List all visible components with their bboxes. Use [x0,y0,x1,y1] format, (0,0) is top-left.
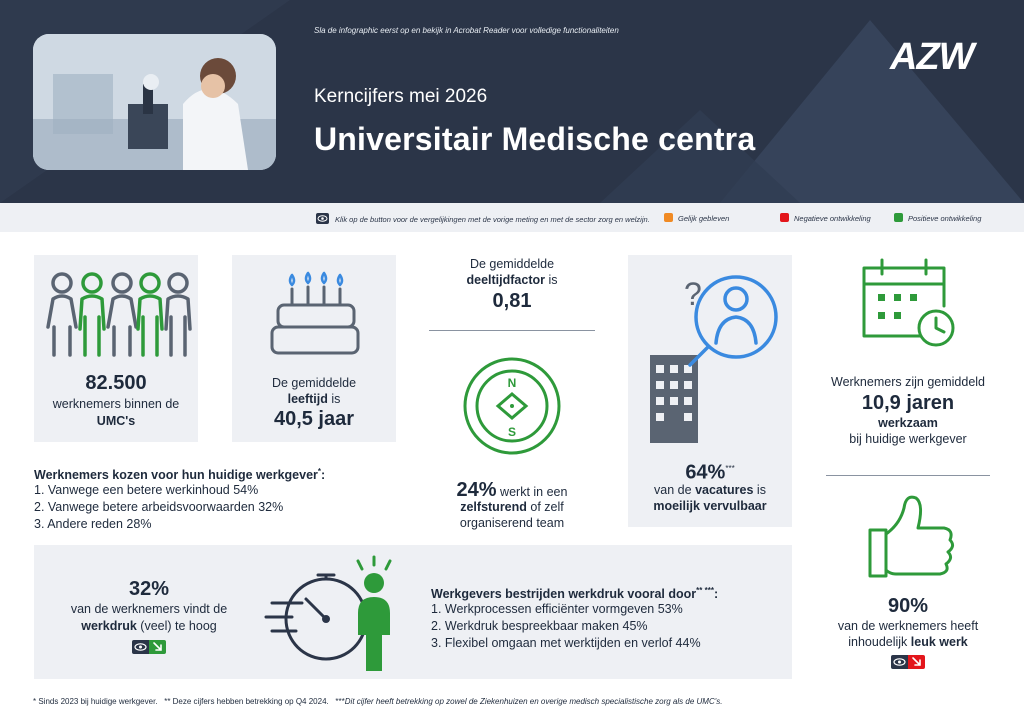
page-subtitle: Kerncijfers mei 2026 [314,86,488,107]
azw-logo: AZW [890,36,975,78]
employees-value: 82.500 [85,372,147,394]
fun-label: van de werknemers heeft [837,619,979,633]
measures-heading: Werkgevers bestrijden werkdruk vooral do… [431,586,719,602]
age-label-2: leeftijd is [287,392,341,406]
workload-label-2: werkdruk (veel) te hoog [81,619,217,633]
fun-label-2: inhoudelijk leuk werk [848,635,968,649]
selfsteering-text: 24% werkt in een [456,479,568,501]
age-label: De gemiddelde [271,376,357,390]
eye-icon [134,643,147,651]
tenure-value: 10,9 jaren [861,392,955,414]
birthday-cake-icon [270,271,360,355]
red-square-icon [780,213,789,222]
tenure-label: Werknemers zijn gemiddeld [831,375,985,389]
tenure-label-3: bij huidige werkgever [849,432,967,446]
parttime-label: De gemiddelde [469,257,555,271]
arrow-down-right-icon [912,657,921,666]
vacancies-label-2: moeilijk vervulbaar [653,499,767,513]
selfsteering-text-2: zelfsturend of zelf [460,500,564,514]
people-icon [46,272,192,357]
footnotes: * Sinds 2023 bij huidige werkgever. ** D… [33,697,723,706]
legend-button-hint: Klik op de button voor de vergelijkingen… [316,213,650,224]
page-title: Universitair Medische centra [314,121,756,157]
eye-icon [316,213,329,224]
thumbs-up-icon [868,495,955,578]
choice-item-3: 3. Andere reden 28% [34,517,152,531]
parttime-value: 0,81 [492,290,532,312]
legend-bar: Klik op de button voor de vergelijkingen… [0,203,1024,232]
compass-icon: N S [463,357,561,455]
workload-value: 32% [128,578,170,600]
legend-positive: Positieve ontwikkeling [894,213,981,223]
workload-panel: 32% van de werknemers vindt de werkdruk … [34,545,792,679]
green-square-icon [894,213,903,222]
tenure-label-2: werkzaam [878,416,938,430]
arrow-down-right-icon [153,642,162,651]
selfsteering-text-3: organiserend team [459,516,565,530]
age-value: 40,5 jaar [273,408,355,430]
fun-compare-button[interactable] [891,655,925,669]
employees-label-2: UMC's [96,414,136,428]
calendar-clock-icon [862,258,955,347]
age-panel: De gemiddelde leeftijd is 40,5 jaar [232,255,396,442]
eye-icon [893,658,906,666]
vacancy-search-icon: ? [650,275,778,443]
workload-compare-button[interactable] [132,640,166,654]
workload-label: van de werknemers vindt de [70,602,228,616]
legend-equal: Gelijk gebleven [664,213,729,223]
svg-text:N: N [508,376,517,390]
legend-negative: Negatieve ontwikkeling [780,213,871,223]
header-banner: Sla de infographic eerst op en bekijk in… [0,0,1024,203]
choice-heading: Werknemers kozen voor hun huidige werkge… [34,467,326,483]
vacancies-label: van de vacatures is [654,483,766,497]
employees-label: werknemers binnen de [52,397,180,411]
acrobat-hint: Sla de infographic eerst op en bekijk in… [314,26,619,35]
vacancies-panel: ? 64%*** van de vacatures is moeilijk ve… [628,255,792,527]
stopwatch-worker-icon [264,555,392,671]
divider [826,475,990,476]
vacancies-value: 64%*** [685,461,735,484]
laboratory-photo [33,34,276,170]
employees-panel: 82.500 werknemers binnen de UMC's [34,255,198,442]
svg-text:S: S [508,425,516,439]
fun-value: 90% [887,595,929,617]
measures-item-2: 2. Werkdruk bespreekbaar maken 45% [431,619,648,633]
choice-item-2: 2. Vanwege betere arbeidsvoorwaarden 32% [34,500,284,514]
choice-item-1: 1. Vanwege een betere werkinhoud 54% [34,483,259,497]
measures-item-3: 3. Flexibel omgaan met werktijden en ver… [431,636,701,650]
orange-square-icon [664,213,673,222]
divider [429,330,595,331]
parttime-label-2: deeltijdfactor is [466,273,558,287]
measures-item-1: 1. Werkprocessen efficiënter vormgeven 5… [431,602,683,616]
